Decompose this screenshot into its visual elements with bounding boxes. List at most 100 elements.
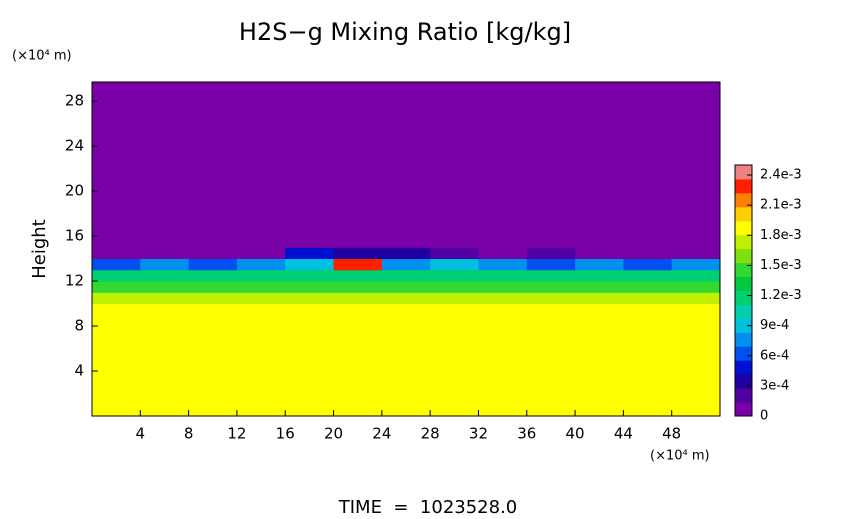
cell [236,303,286,417]
cell [236,82,286,248]
colorbar-band [735,360,752,375]
cell [478,247,528,260]
cell [188,258,238,271]
cell [478,82,528,248]
cell [526,82,576,248]
colorbar-tick-label: 1.5e-3 [760,258,802,273]
colorbar-tick-label: 0 [760,409,768,424]
cell [333,281,383,293]
cell [140,258,190,271]
x-unit: (×10⁴ m) [650,449,710,464]
cell [92,292,141,305]
cell [236,269,286,282]
x-tick-label: 48 [662,425,681,443]
cell [140,281,190,293]
plot-frame [91,81,721,417]
y-axis-label: Height [29,219,50,279]
cell [92,247,141,260]
cell [623,281,673,293]
cell [671,258,721,271]
cell [188,269,238,282]
colorbar-frame [734,164,753,417]
cell [92,82,141,248]
cell [478,269,528,282]
colorbar-band [735,402,752,417]
cell [430,303,479,417]
cell [430,82,479,248]
chart-title: H2S−g Mixing Ratio [kg/kg] [239,18,571,46]
cell [623,258,673,271]
cell [526,258,576,271]
cell [188,292,238,305]
cell [623,292,673,305]
cell [333,82,383,248]
y-tick-label: 24 [65,137,84,155]
x-tick-label: 16 [276,425,295,443]
colorbar-band [735,276,752,291]
cell [526,303,576,417]
cell [430,247,479,260]
y-tick-label: 16 [65,227,84,245]
cell [333,269,383,282]
cell [671,292,721,305]
cell [92,303,141,417]
cell [140,303,190,417]
x-tick-label: 12 [227,425,246,443]
colorbar-band [735,192,752,208]
cell [188,247,238,260]
cell [381,258,431,271]
footer: TIME = 1023528.0 [338,497,518,518]
colorbar-tick-label: 1.2e-3 [760,288,802,303]
cell [671,269,721,282]
y-tick-label: 20 [65,182,84,200]
cell [333,247,383,260]
cell [478,281,528,293]
cell [430,258,479,271]
cell [333,292,383,305]
colorbar-band [735,332,752,347]
cell [381,269,431,282]
x-tick-label: 36 [517,425,536,443]
cell [140,269,190,282]
y-tick-label: 8 [74,317,84,335]
cell [575,269,624,282]
colorbar-tick-label: 9e-4 [760,318,789,333]
cell [575,303,624,417]
cell [285,303,335,417]
cell [526,292,576,305]
colorbar-band [735,248,752,264]
cell [236,258,286,271]
cell [575,258,624,271]
x-tick-label: 24 [372,425,391,443]
colorbar-tick-label: 1.8e-3 [760,228,802,243]
colorbar-band [735,388,752,403]
cell [526,281,576,293]
colorbar-tick-label: 3e-4 [760,378,789,393]
x-tick-label: 40 [566,425,585,443]
cell [188,82,238,248]
x-tick-label: 8 [184,425,194,443]
colorbar-band [735,290,752,305]
cell [623,269,673,282]
cell [188,303,238,417]
cell [526,269,576,282]
cell [623,303,673,417]
cell [478,258,528,271]
x-tick-label: 4 [136,425,146,443]
cell [381,82,431,248]
cell [575,247,624,260]
cell [575,82,624,248]
cell [236,292,286,305]
cell [285,269,335,282]
cell [236,281,286,293]
cell [381,292,431,305]
cell [381,281,431,293]
y-tick-label: 4 [74,362,84,380]
x-tick-label: 28 [421,425,440,443]
y-tick-label: 28 [65,92,84,110]
colorbar-band [735,178,752,194]
cell [333,258,383,271]
cell [430,281,479,293]
